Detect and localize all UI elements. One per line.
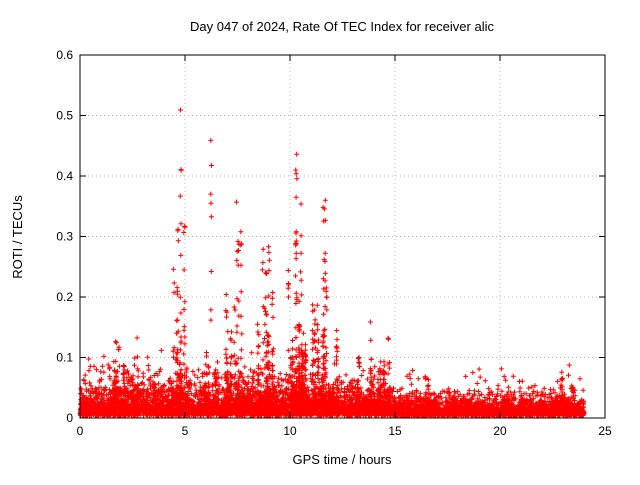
x-tick-label: 0	[77, 424, 84, 438]
tick-marks	[79, 54, 606, 419]
y-tick-label: 0.6	[56, 48, 73, 62]
y-tick-label: 0.2	[56, 290, 73, 304]
y-tick-label: 0.4	[56, 169, 73, 183]
x-axis-label: GPS time / hours	[293, 452, 392, 467]
x-tick-label: 10	[283, 424, 297, 438]
x-tick-label: 25	[598, 424, 612, 438]
x-tick-label: 20	[493, 424, 507, 438]
roti-data-markers	[77, 107, 587, 419]
y-tick-label: 0	[66, 411, 73, 425]
y-tick-label: 0.5	[56, 109, 73, 123]
x-tick-label: 5	[182, 424, 189, 438]
chart-title: Day 047 of 2024, Rate Of TEC Index for r…	[190, 19, 494, 34]
x-tick-label: 15	[388, 424, 402, 438]
tick-labels: 0 5 10 15 20 25 0 0.1 0.2 0.3 0.4 0.5 0.6	[56, 48, 612, 438]
y-tick-label: 0.1	[56, 351, 73, 365]
y-axis-label: ROTI / TECUs	[10, 195, 25, 279]
scatter-points	[77, 107, 587, 419]
y-tick-label: 0.3	[56, 230, 73, 244]
